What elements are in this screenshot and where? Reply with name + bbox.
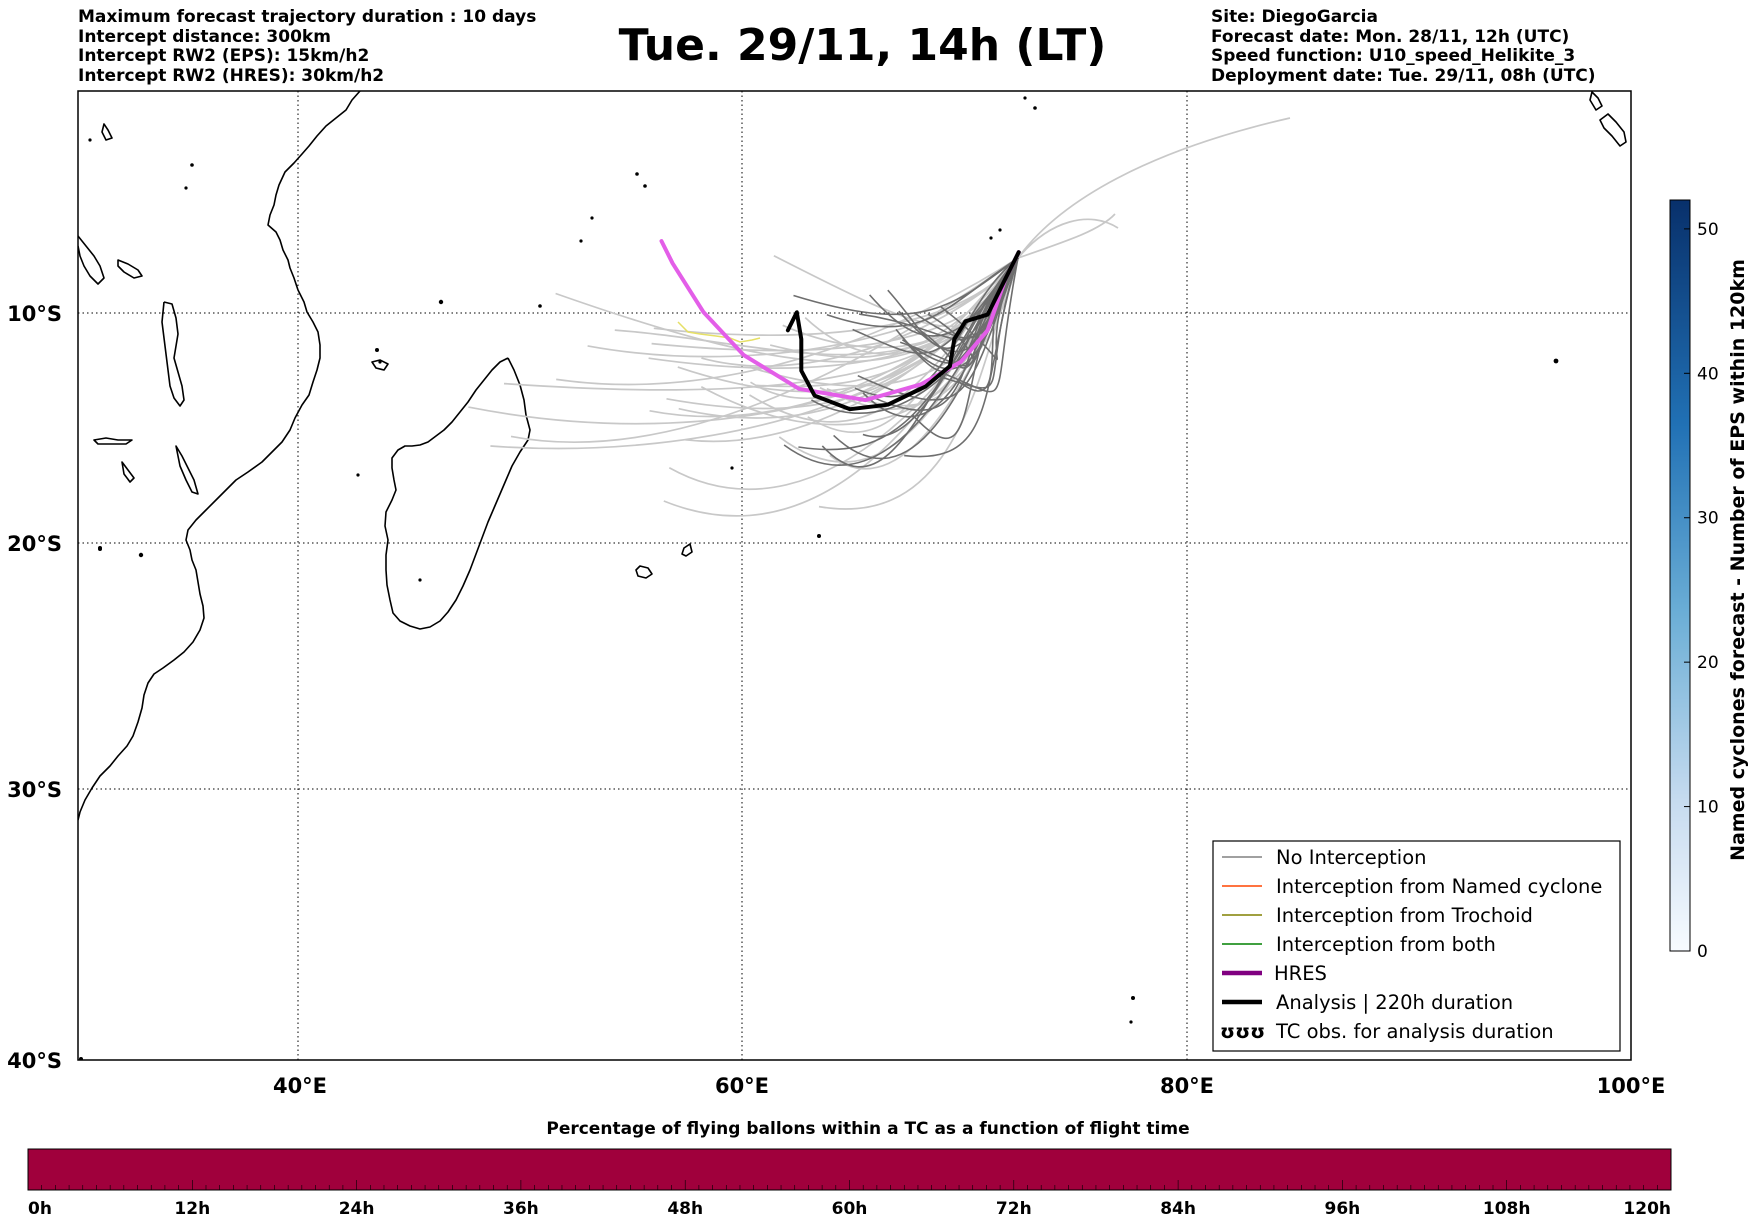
colorbar-tick-label: 40	[1697, 364, 1719, 384]
legend-label: No Interception	[1276, 846, 1427, 869]
flight-time-tick-label: 24h	[339, 1199, 375, 1219]
colorbar-right: 0 10 20 30 40 50 Named cyclones forecast - Nu…	[1669, 199, 1749, 962]
deployment-info: Site: DiegoGarcia Forecast date: Mon. 28…	[1211, 7, 1596, 86]
flight-time-tick-label: 108h	[1483, 1199, 1531, 1219]
eps-trajectory	[941, 257, 1019, 393]
flight-time-bar: Percentage of flying ballons within a TC…	[27, 1119, 1672, 1219]
lon-tick-label: 100°E	[1597, 1074, 1666, 1098]
info-line: Intercept RW2 (HRES): 30km/h2	[78, 65, 385, 86]
island-coastline	[1589, 91, 1603, 111]
analysis-trajectory	[785, 250, 1021, 412]
colorbar-gradient	[1669, 199, 1691, 952]
legend: No Interception Interception from Named …	[1212, 840, 1621, 1052]
madagascar-coastline	[384, 357, 531, 630]
colorbar-tick-label: 30	[1697, 509, 1719, 529]
info-line: Site: DiegoGarcia	[1211, 7, 1378, 27]
island-coastline	[161, 301, 185, 407]
eps-trajectory	[874, 257, 1019, 411]
map-frame	[77, 90, 1632, 1061]
colorbar-tick-label: 20	[1697, 653, 1719, 673]
eps-trajectory	[556, 257, 1019, 386]
colorbar-tick-label: 50	[1697, 220, 1719, 240]
lon-tick-label: 80°E	[1160, 1074, 1214, 1098]
info-line: Deployment date: Tue. 29/11, 08h (UTC)	[1211, 65, 1596, 86]
island-coastline	[93, 437, 133, 445]
legend-label: Interception from both	[1276, 933, 1496, 956]
legend-box	[1212, 840, 1621, 1052]
trochoid-trajectory	[677, 321, 761, 343]
island-coastline	[1599, 113, 1627, 147]
flight-time-tick-label: 96h	[1325, 1199, 1361, 1219]
flight-time-tick-label: 84h	[1160, 1199, 1196, 1219]
lat-tick-label: 20°S	[7, 532, 62, 556]
info-line: Maximum forecast trajectory duration : 1…	[78, 7, 537, 27]
flight-time-tick-label: 12h	[174, 1199, 210, 1219]
hres-trajectory	[659, 239, 1021, 403]
lat-tick-label: 10°S	[7, 302, 62, 326]
eps-trajectory	[1017, 213, 1116, 259]
colorbar-label: Named cyclones forecast - Number of EPS …	[1727, 259, 1749, 861]
island-coastline	[121, 461, 135, 483]
legend-label: Interception from Named cyclone	[1276, 875, 1602, 898]
africa-coastline	[78, 91, 361, 821]
eps-trajectory	[833, 257, 1019, 460]
info-line: Speed function: U10_speed_Helikite_3	[1211, 46, 1576, 66]
flight-time-ticks: 0h 12h 24h 36h 48h 60h 72h 84h 96h 108h 120h	[27, 1180, 1672, 1219]
lon-tick-label: 40°E	[273, 1074, 327, 1098]
flight-time-tick-label: 72h	[996, 1199, 1032, 1219]
eps-trajectory	[653, 257, 1019, 337]
flight-time-tick-label: 48h	[667, 1199, 703, 1219]
tc-symbol-icon: ʊʊʊ	[1220, 1020, 1265, 1043]
colorbar-tick-label: 10	[1697, 798, 1719, 818]
lat-tick-label: 40°S	[7, 1049, 62, 1073]
info-line: Forecast date: Mon. 28/11, 12h (UTC)	[1211, 26, 1570, 47]
eps-trajectory	[1017, 117, 1291, 259]
flight-time-tick-label: 120h	[1623, 1199, 1671, 1219]
colorbar-ticks: 0 10 20 30 40 50	[1684, 220, 1719, 962]
lat-tick-label: 30°S	[7, 778, 62, 802]
island-coastline	[78, 235, 105, 285]
island-coastline	[101, 123, 113, 141]
legend-label: TC obs. for analysis duration	[1275, 1020, 1554, 1043]
eps-trajectory	[1017, 218, 1119, 259]
eps-trajectory	[854, 257, 1019, 398]
legend-label: HRES	[1274, 962, 1327, 985]
info-line: Intercept RW2 (EPS): 15km/h2	[78, 46, 370, 66]
flight-time-tick-label: 0h	[28, 1199, 52, 1219]
island-coastline	[371, 359, 389, 371]
island-coastline	[681, 543, 693, 557]
colorbar-tick-label: 0	[1697, 942, 1708, 962]
lon-tick-label: 60°E	[715, 1074, 769, 1098]
eps-trajectory	[826, 257, 1019, 328]
island-coastline	[175, 445, 199, 495]
flight-time-tick-label: 60h	[832, 1199, 868, 1219]
info-line: Intercept distance: 300km	[78, 26, 331, 47]
map-title: Tue. 29/11, 14h (LT)	[618, 20, 1107, 71]
coastlines	[78, 91, 1627, 821]
forecast-parameters: Maximum forecast trajectory duration : 1…	[78, 7, 537, 86]
flight-time-bar-title: Percentage of flying ballons within a TC…	[546, 1119, 1189, 1139]
legend-label: Interception from Trochoid	[1276, 904, 1533, 927]
eps-trajectory	[769, 257, 1019, 359]
flight-time-tick-label: 36h	[503, 1199, 539, 1219]
island-coastline	[117, 259, 143, 279]
eps-trajectory	[938, 257, 1019, 389]
eps-trajectory	[939, 257, 1019, 361]
latitude-labels: 10°S 20°S 30°S 40°S	[7, 302, 62, 1073]
legend-label: Analysis | 220h duration	[1276, 991, 1513, 1014]
longitude-labels: 40°E 60°E 80°E 100°E	[273, 1074, 1665, 1098]
island-coastline	[635, 565, 653, 579]
